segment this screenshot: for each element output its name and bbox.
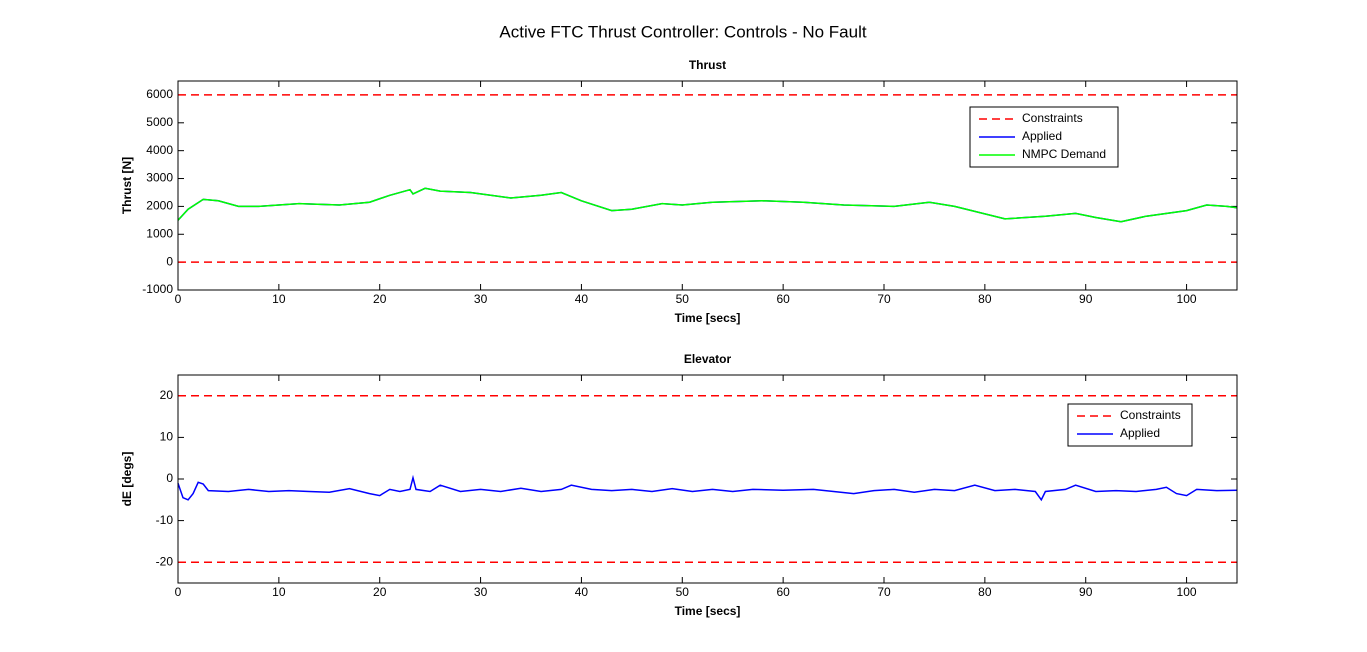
legend-box bbox=[1067, 403, 1193, 447]
x-tick-label: 70 bbox=[877, 292, 891, 306]
x-tick-label: 80 bbox=[978, 292, 992, 306]
y-tick-label: 4000 bbox=[146, 143, 173, 157]
y-tick-label: 6000 bbox=[146, 87, 173, 101]
axes-frame bbox=[177, 374, 1238, 584]
legend-label: Constraints bbox=[1022, 111, 1083, 125]
plot-area bbox=[178, 375, 1237, 583]
y-tick-label: -20 bbox=[156, 554, 174, 568]
axes-frame bbox=[177, 80, 1238, 291]
axes-title: Elevator bbox=[684, 352, 732, 366]
y-tick-label: -1000 bbox=[142, 282, 173, 296]
legend-label: NMPC Demand bbox=[1022, 147, 1106, 161]
legend: Constraints Applied bbox=[1067, 403, 1193, 447]
x-tick-label: 100 bbox=[1177, 585, 1197, 599]
series-line bbox=[177, 187, 1238, 223]
y-tick-label: 2000 bbox=[146, 199, 173, 213]
x-tick-label: 70 bbox=[877, 585, 891, 599]
y-tick-label: 1000 bbox=[146, 226, 173, 240]
x-tick-label: 0 bbox=[175, 585, 182, 599]
x-tick-label: 20 bbox=[373, 292, 387, 306]
x-axis-label: Time [secs] bbox=[675, 311, 741, 325]
x-tick-label: 90 bbox=[1079, 292, 1093, 306]
y-tick-label: 10 bbox=[160, 430, 174, 444]
y-axis-label: Thrust [N] bbox=[120, 157, 134, 214]
series-line bbox=[177, 474, 1238, 502]
x-tick-label: 50 bbox=[676, 585, 690, 599]
y-axis-label: dE [degs] bbox=[120, 452, 134, 507]
figure-title: Active FTC Thrust Controller: Controls -… bbox=[499, 22, 866, 41]
x-tick-label: 20 bbox=[373, 585, 387, 599]
x-tick-label: 100 bbox=[1177, 292, 1197, 306]
y-tick-label: 3000 bbox=[146, 171, 173, 185]
y-tick-label: 0 bbox=[166, 254, 173, 268]
x-tick-label: 30 bbox=[474, 585, 488, 599]
x-tick-label: 80 bbox=[978, 585, 992, 599]
x-tick-label: 60 bbox=[776, 292, 790, 306]
legend-label: Applied bbox=[1120, 426, 1160, 440]
axes: Thrust Time [secs] Thrust [N] 0 10 20 30 40 50 60… bbox=[120, 58, 1238, 325]
y-tick-label: 20 bbox=[160, 388, 174, 402]
x-tick-label: 0 bbox=[175, 292, 182, 306]
y-tick-label: 5000 bbox=[146, 115, 173, 129]
x-tick-label: 40 bbox=[575, 292, 589, 306]
x-tick-label: 10 bbox=[272, 292, 286, 306]
x-tick-label: 50 bbox=[676, 292, 690, 306]
x-tick-label: 10 bbox=[272, 585, 286, 599]
x-tick-label: 30 bbox=[474, 292, 488, 306]
y-tick-label: -10 bbox=[156, 513, 174, 527]
x-tick-label: 60 bbox=[776, 585, 790, 599]
x-axis-label: Time [secs] bbox=[675, 604, 741, 618]
x-tick-label: 90 bbox=[1079, 585, 1093, 599]
legend: Constraints Applied NMPC Demand bbox=[969, 106, 1119, 168]
legend-label: Constraints bbox=[1120, 408, 1181, 422]
legend-label: Applied bbox=[1022, 129, 1062, 143]
x-tick-label: 40 bbox=[575, 585, 589, 599]
y-tick-label: 0 bbox=[166, 471, 173, 485]
axes: Elevator Time [secs] dE [degs] 0 10 20 30 40 50 6… bbox=[120, 352, 1238, 618]
axes-title: Thrust bbox=[689, 58, 726, 72]
